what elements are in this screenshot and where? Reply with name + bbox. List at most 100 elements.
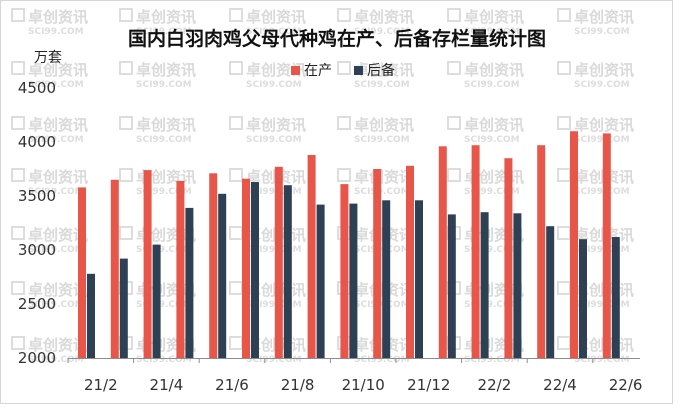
watermark-subtext: SCI99.COM	[246, 355, 302, 365]
legend: 在产 后备	[291, 62, 395, 79]
y-axis-ticks: 2000 2500 3000 3500 4000 4500	[18, 79, 56, 367]
bar-producing	[78, 187, 86, 358]
watermark-logo-icon	[119, 61, 133, 75]
watermark-subtext: SCI99.COM	[28, 80, 84, 90]
watermark-subtext: SCI99.COM	[354, 300, 410, 310]
watermark-text: 卓创资讯	[354, 61, 414, 79]
watermark-subtext: SCI99.COM	[246, 27, 302, 37]
bar-reserve	[447, 214, 456, 358]
bar-reserve	[87, 273, 95, 358]
bar-producing	[537, 145, 546, 358]
watermark-logo-icon	[337, 168, 351, 182]
watermark-text: 卓创资讯	[136, 116, 196, 134]
watermark-subtext: SCI99.COM	[136, 187, 192, 197]
watermark-logo-icon	[119, 116, 133, 130]
bar-producing	[242, 178, 250, 358]
bar-producing	[307, 155, 316, 358]
watermark-text: 卓创资讯	[28, 61, 88, 79]
bar-producing	[143, 170, 152, 358]
bars	[78, 131, 620, 358]
watermark-subtext: SCI99.COM	[464, 135, 520, 145]
watermark-subtext: SCI99.COM	[464, 355, 520, 365]
bar-producing	[176, 180, 185, 358]
watermark-subtext: SCI99.COM	[136, 245, 192, 255]
watermark-subtext: SCI99.COM	[28, 27, 84, 37]
watermark-text: 卓创资讯	[354, 8, 414, 26]
x-tick-label: 21/6	[215, 376, 249, 394]
watermark-subtext: SCI99.COM	[246, 187, 302, 197]
bar-reserve	[513, 213, 522, 358]
bar-producing	[570, 131, 578, 358]
watermark-logo-icon	[119, 8, 133, 22]
legend-label-1: 在产	[304, 63, 332, 79]
watermark-text: 卓创资讯	[574, 8, 634, 26]
bar-reserve	[251, 182, 259, 358]
watermark-subtext: SCI99.COM	[354, 355, 410, 365]
watermark-text: 卓创资讯	[574, 61, 634, 79]
watermark-subtext: SCI99.COM	[574, 300, 630, 310]
watermark-logo-icon	[557, 8, 571, 22]
watermark-subtext: SCI99.COM	[574, 187, 630, 197]
watermark-logo-icon	[337, 61, 351, 75]
watermark-subtext: SCI99.COM	[136, 27, 192, 37]
bar-producing	[209, 173, 218, 358]
watermark-logo-icon	[11, 116, 25, 130]
x-tick-label: 21/2	[84, 376, 118, 394]
watermark-subtext: SCI99.COM	[354, 135, 410, 145]
watermark-subtext: SCI99.COM	[28, 245, 84, 255]
watermark-logo-icon	[337, 116, 351, 130]
watermark-text: 卓创资讯	[28, 336, 88, 354]
bar-producing	[373, 169, 382, 358]
watermark-subtext: SCI99.COM	[464, 80, 520, 90]
watermark-subtext: SCI99.COM	[136, 135, 192, 145]
bar-reserve	[415, 200, 423, 358]
y-axis-unit: 万套	[34, 50, 62, 66]
bar-reserve	[218, 193, 227, 358]
bar-reserve	[611, 237, 620, 358]
watermark-subtext: SCI99.COM	[464, 187, 520, 197]
watermark-logo-icon	[11, 281, 25, 295]
watermark-subtext: SCI99.COM	[28, 355, 84, 365]
bar-producing	[406, 165, 414, 358]
watermark-subtext: SCI99.COM	[136, 355, 192, 365]
watermark-subtext: SCI99.COM	[574, 245, 630, 255]
watermark-logo-icon	[11, 168, 25, 182]
x-tick-label: 22/2	[478, 376, 512, 394]
x-tick-label: 21/8	[281, 376, 315, 394]
watermark-text: 卓创资讯	[28, 8, 88, 26]
y-tick-label: 2000	[18, 349, 56, 367]
watermark-subtext: SCI99.COM	[464, 300, 520, 310]
watermark-logo-icon	[11, 8, 25, 22]
y-tick-label: 3000	[18, 241, 56, 259]
watermark-logo-icon	[11, 336, 25, 350]
watermark-text: 卓创资讯	[28, 116, 88, 134]
watermark-subtext: SCI99.COM	[464, 245, 520, 255]
watermark-text: 卓创资讯	[574, 116, 634, 134]
watermark-text: 卓创资讯	[246, 8, 306, 26]
watermark-text: 卓创资讯	[136, 8, 196, 26]
watermark-subtext: SCI99.COM	[354, 27, 410, 37]
bar-producing	[340, 184, 349, 358]
watermark-text: 卓创资讯	[464, 116, 524, 134]
watermark-subtext: SCI99.COM	[354, 245, 410, 255]
bar-reserve	[316, 204, 325, 358]
x-tick-label: 21/10	[342, 376, 385, 394]
watermark-logo-icon	[447, 8, 461, 22]
watermark-subtext: SCI99.COM	[464, 27, 520, 37]
bar-reserve	[546, 226, 555, 358]
chart-title: 国内白羽肉鸡父母代种鸡在产、后备存栏量统计图	[128, 27, 546, 50]
watermark-logo-icon	[337, 8, 351, 22]
watermark-logo-icon	[229, 168, 243, 182]
watermark-logo-icon	[119, 226, 133, 240]
y-tick-label: 2500	[18, 295, 56, 313]
watermark-logo-icon	[229, 116, 243, 130]
watermark-subtext: SCI99.COM	[246, 135, 302, 145]
watermark-logo-icon	[11, 226, 25, 240]
bar-reserve	[283, 185, 292, 358]
watermark-subtext: SCI99.COM	[28, 300, 84, 310]
bar-reserve	[480, 212, 489, 358]
y-tick-label: 4000	[18, 133, 56, 151]
watermark-subtext: SCI99.COM	[574, 27, 630, 37]
bar-reserve	[579, 239, 587, 358]
